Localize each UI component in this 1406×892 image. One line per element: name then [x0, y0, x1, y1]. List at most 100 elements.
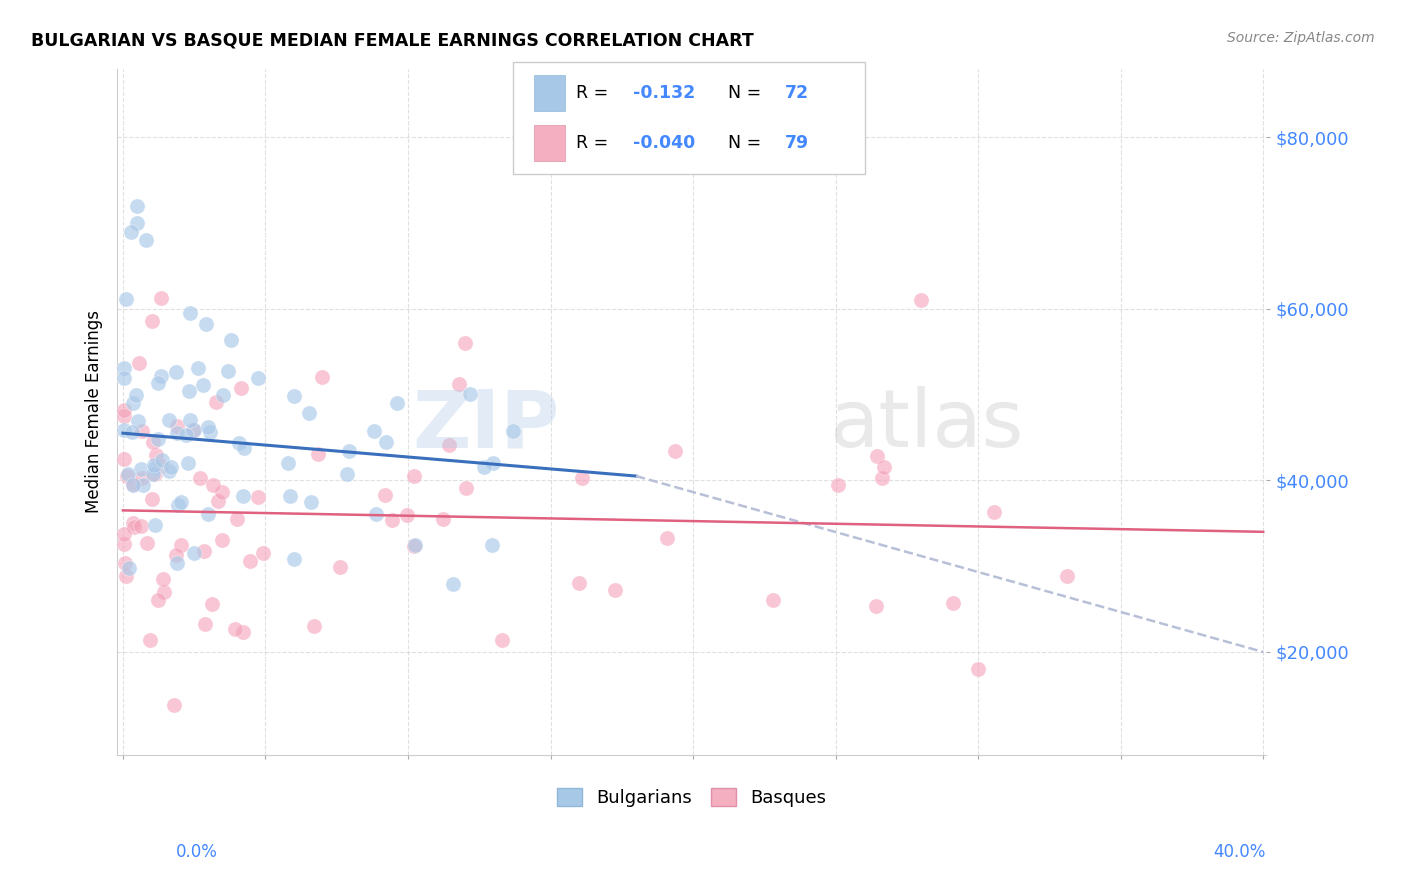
Point: [176, 427, 198, 442]
Point: [942, 596, 965, 610]
Point: [200, 425, 222, 440]
Point: [205, 395, 228, 409]
Point: [307, 447, 329, 461]
Point: [166, 557, 188, 571]
Point: [183, 547, 205, 561]
Point: [170, 538, 193, 552]
Point: [112, 526, 135, 541]
Point: [211, 484, 233, 499]
Point: [166, 425, 188, 440]
Point: [165, 365, 187, 379]
Point: [127, 199, 149, 213]
Point: [188, 471, 211, 485]
Text: R =: R =: [576, 134, 609, 152]
Point: [145, 448, 167, 462]
Point: [252, 546, 274, 560]
Point: [229, 381, 252, 395]
Point: [212, 387, 235, 401]
Point: [143, 458, 166, 472]
Point: [865, 599, 887, 613]
Point: [142, 467, 165, 482]
Point: [177, 384, 200, 399]
Point: [143, 517, 166, 532]
Point: [141, 314, 163, 328]
Point: [177, 456, 200, 470]
Point: [117, 469, 139, 483]
Point: [228, 435, 250, 450]
Point: [150, 369, 173, 384]
Point: [827, 478, 849, 492]
Point: [194, 617, 217, 632]
Point: [132, 478, 155, 492]
Point: [166, 499, 188, 513]
Point: [162, 698, 184, 713]
Point: [866, 449, 889, 463]
Point: [112, 403, 135, 417]
Point: [112, 371, 135, 385]
Point: [246, 490, 269, 504]
Point: [194, 318, 217, 332]
Point: [443, 577, 465, 591]
Point: [502, 424, 524, 438]
Point: [128, 356, 150, 370]
Point: [141, 492, 163, 507]
Point: [232, 625, 254, 640]
Point: [311, 370, 333, 384]
Point: [374, 488, 396, 502]
Point: [207, 494, 229, 508]
Point: [197, 420, 219, 434]
Point: [131, 471, 153, 485]
Point: [201, 477, 224, 491]
Point: [432, 512, 454, 526]
Text: atlas: atlas: [830, 386, 1024, 465]
Point: [491, 632, 513, 647]
Point: [148, 376, 170, 391]
Point: [150, 453, 173, 467]
Point: [439, 438, 461, 452]
Point: [149, 291, 172, 305]
Point: [112, 451, 135, 466]
Point: [329, 560, 352, 574]
Point: [146, 432, 169, 446]
Point: [983, 505, 1005, 519]
Point: [283, 552, 305, 566]
Point: [143, 467, 166, 481]
Point: [404, 469, 426, 483]
Point: [112, 537, 135, 551]
Text: N =: N =: [728, 134, 762, 152]
Point: [122, 516, 145, 530]
Text: 79: 79: [785, 134, 808, 152]
Point: [657, 531, 679, 545]
Text: N =: N =: [728, 84, 762, 103]
Point: [112, 361, 135, 376]
Point: [458, 387, 481, 401]
Point: [157, 464, 180, 478]
Point: [482, 456, 505, 470]
Point: [129, 462, 152, 476]
Point: [143, 461, 166, 475]
Point: [148, 593, 170, 607]
Point: [217, 364, 239, 378]
Point: [112, 423, 135, 437]
Point: [193, 377, 215, 392]
Point: [219, 334, 242, 348]
Point: [127, 216, 149, 230]
Point: [304, 619, 326, 633]
Point: [381, 513, 404, 527]
Point: [385, 396, 408, 410]
Point: [142, 435, 165, 450]
Point: [402, 539, 425, 553]
Point: [197, 507, 219, 521]
Point: [481, 538, 503, 552]
Point: [366, 507, 388, 521]
Point: [298, 406, 321, 420]
Point: [166, 419, 188, 434]
Point: [404, 539, 426, 553]
Text: -0.040: -0.040: [633, 134, 695, 152]
Point: [115, 569, 138, 583]
Point: [193, 544, 215, 558]
Point: [762, 593, 785, 607]
Point: [239, 554, 262, 568]
Text: ZIP: ZIP: [412, 386, 560, 465]
Point: [150, 459, 173, 474]
